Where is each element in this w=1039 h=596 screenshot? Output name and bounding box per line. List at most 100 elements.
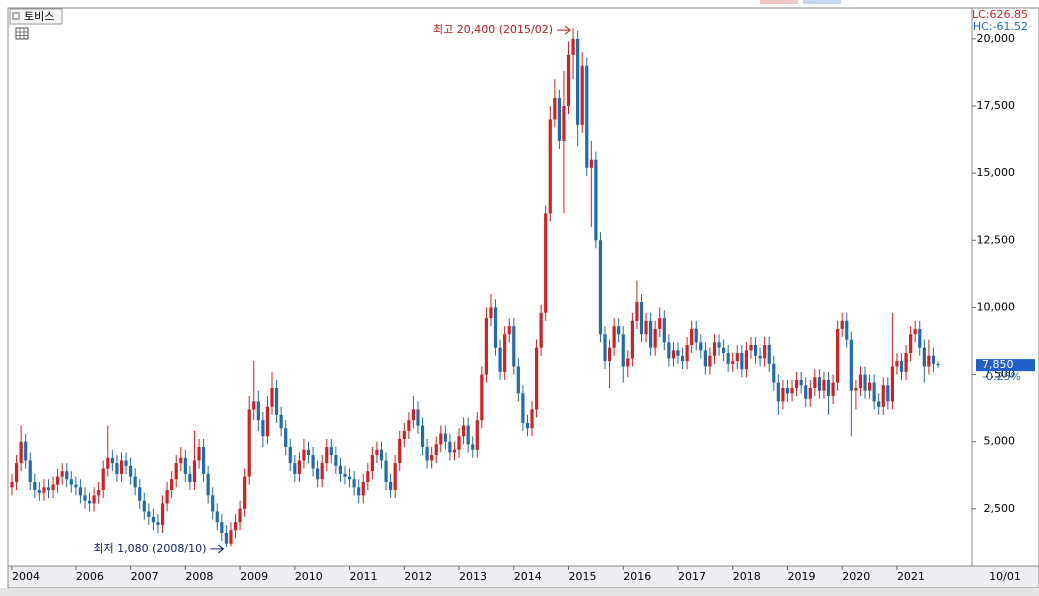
candle-body <box>156 522 160 525</box>
candle-body <box>639 302 644 335</box>
low-annotation: 최저 1,080 (2008/10) <box>93 542 206 555</box>
candle-body <box>211 495 215 512</box>
y-tick-label: 20,000 <box>977 32 1016 45</box>
candle-body <box>101 468 105 491</box>
candle-body <box>722 347 726 354</box>
candle-body <box>717 342 721 348</box>
candle-body <box>361 481 365 496</box>
candle-body <box>452 449 457 453</box>
candle-body <box>457 436 461 450</box>
candle-body <box>247 409 251 477</box>
candle-body <box>329 447 333 456</box>
candle-body <box>389 481 393 491</box>
x-tick-label: 2010 <box>295 570 323 583</box>
last-price-box <box>976 359 1035 372</box>
candle-body <box>794 379 799 388</box>
candle-body <box>849 339 853 391</box>
candle-body <box>411 409 416 421</box>
tab[interactable] <box>803 0 841 4</box>
candle-body <box>566 54 571 107</box>
candle-body <box>881 385 885 407</box>
high-annotation: 최고 20,400 (2015/02) <box>433 23 553 36</box>
change-label: -0.25% <box>982 370 1021 383</box>
candle-body <box>201 447 206 474</box>
candle-body <box>270 387 274 407</box>
candle-body <box>74 484 78 488</box>
candle-body <box>51 484 55 491</box>
candle-body <box>635 302 639 321</box>
candle-body <box>320 463 324 480</box>
candle-body <box>763 345 767 359</box>
candle-body <box>443 433 447 442</box>
candle-body <box>379 449 384 461</box>
candle-body <box>119 460 124 474</box>
candle-body <box>220 522 224 533</box>
candle-body <box>690 328 694 346</box>
checkbox[interactable] <box>12 12 20 20</box>
x-tick-label: 2013 <box>459 570 487 583</box>
candle-body <box>626 358 630 367</box>
candle-body <box>899 361 904 372</box>
candle-body <box>845 320 849 340</box>
candle-body <box>325 447 329 464</box>
scrollbar[interactable] <box>0 588 1039 596</box>
candle-body <box>753 345 758 356</box>
candle-body <box>534 347 539 410</box>
candle-body <box>493 307 498 348</box>
candle-body <box>731 361 735 364</box>
candle-body <box>872 382 876 402</box>
candle-body <box>352 479 356 488</box>
candle-body <box>334 455 338 466</box>
table-icon[interactable] <box>15 27 29 40</box>
candle-body <box>24 441 28 461</box>
candle-body <box>886 385 890 402</box>
candle-body <box>699 342 703 351</box>
candle-body <box>813 377 817 388</box>
candle-body <box>831 382 835 397</box>
candle-body <box>60 471 64 477</box>
candle-body <box>671 350 676 359</box>
candle-body <box>612 326 616 348</box>
candle-body <box>895 361 899 367</box>
candle-body <box>188 473 192 482</box>
candle-body <box>621 334 625 367</box>
x-tick-label: 2018 <box>733 570 761 583</box>
y-axis-panel <box>971 7 1039 567</box>
candle-body <box>375 449 379 456</box>
candle-body <box>913 328 917 335</box>
candle-body <box>662 318 666 343</box>
candle-body <box>56 476 60 485</box>
x-tick-label: 2019 <box>787 570 815 583</box>
x-tick-label: 2016 <box>623 570 651 583</box>
candle-body <box>115 463 119 474</box>
candle-body <box>630 320 634 359</box>
candle-body <box>927 355 931 367</box>
candle-body <box>922 347 926 367</box>
candle-body <box>183 457 187 474</box>
candle-body <box>37 490 41 493</box>
candle-body <box>936 363 940 366</box>
candle-body <box>512 326 516 367</box>
candle-body <box>398 438 402 464</box>
candle-body <box>10 481 14 488</box>
candle-body <box>521 393 525 423</box>
candle-body <box>904 353 908 372</box>
low-arrow <box>210 544 225 554</box>
candle-body <box>708 355 712 367</box>
x-tick-label: 2012 <box>404 570 432 583</box>
candle-body <box>594 159 598 241</box>
x-tick-label: 2017 <box>678 570 706 583</box>
candle-body <box>311 455 315 469</box>
candle-body <box>785 387 790 394</box>
candle-body <box>261 420 265 437</box>
candle-body <box>297 460 301 474</box>
candle-body <box>525 422 530 429</box>
y-tick-label: 15,000 <box>977 166 1016 179</box>
candle-body <box>65 471 69 480</box>
tab[interactable] <box>760 0 798 4</box>
candle-body <box>466 425 470 445</box>
candle-body <box>124 460 128 466</box>
candle-body <box>302 449 306 461</box>
candle-body <box>863 374 867 391</box>
